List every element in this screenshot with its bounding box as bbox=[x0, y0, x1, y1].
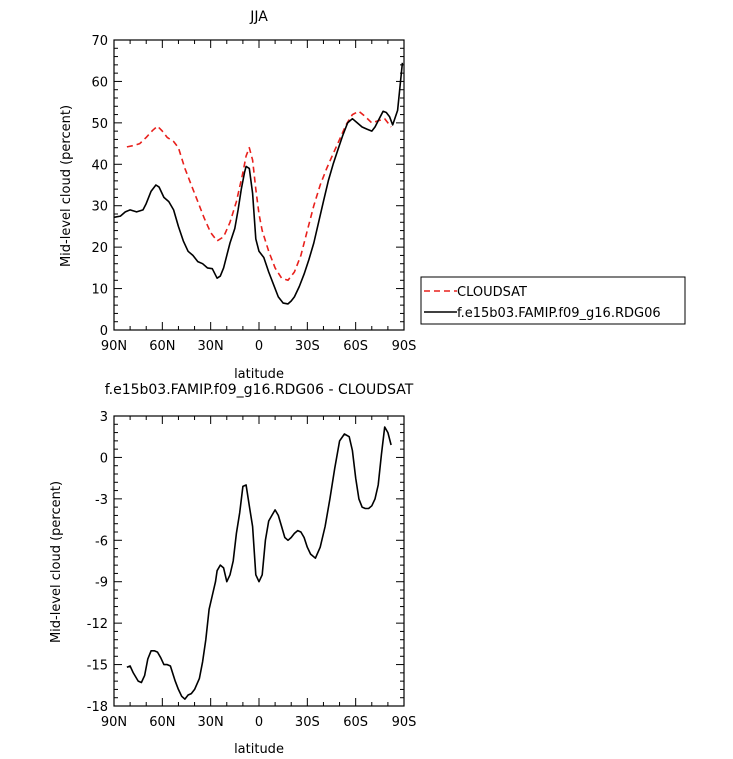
top-chart-title: JJA bbox=[249, 9, 268, 25]
top-y-tick-label: 60 bbox=[91, 75, 108, 90]
bottom-y-tick-label: 3 bbox=[100, 410, 108, 425]
bottom-plot-frame bbox=[113, 415, 405, 707]
bottom-x-tick-label: 30S bbox=[295, 715, 320, 730]
bottom-y-tick-label: -15 bbox=[87, 659, 108, 674]
bottom-x-tick-label: 60N bbox=[149, 715, 175, 730]
top-x-axis-label: latitude bbox=[234, 367, 284, 382]
top-y-tick-label: 40 bbox=[91, 158, 108, 173]
top-x-tick-label: 90N bbox=[101, 339, 127, 354]
legend-label-cloudsat: CLOUDSAT bbox=[457, 285, 527, 300]
panel-top: JJA 90N 60N 30N 0 30S 60S 90S 0 10 20 30 40 50 60 70 l… bbox=[59, 9, 686, 382]
bottom-y-tick-label: -6 bbox=[95, 534, 108, 549]
legend-frame bbox=[420, 276, 686, 325]
top-y-axis-label: Mid-level cloud (percent) bbox=[59, 105, 74, 267]
legend-label-model: f.e15b03.FAMIP.f09_g16.RDG06 bbox=[457, 306, 661, 321]
panel-bottom: f.e15b03.FAMIP.f09_g16.RDG06 - CLOUDSAT … bbox=[49, 382, 416, 757]
top-x-tick-label: 60S bbox=[343, 339, 368, 354]
bottom-chart-title: f.e15b03.FAMIP.f09_g16.RDG06 - CLOUDSAT bbox=[105, 382, 414, 398]
top-x-tick-label: 30N bbox=[198, 339, 224, 354]
bottom-series-line-0 bbox=[126, 426, 392, 700]
top-plot-frame bbox=[113, 39, 405, 331]
top-series-line-1 bbox=[113, 62, 404, 305]
bottom-x-tick-label: 90N bbox=[101, 715, 127, 730]
top-y-tick-label: 0 bbox=[100, 324, 108, 339]
top-x-tick-label: 30S bbox=[295, 339, 320, 354]
bottom-x-axis-label: latitude bbox=[234, 742, 284, 757]
top-x-tick-label: 0 bbox=[255, 339, 263, 354]
top-y-tick-label: 50 bbox=[91, 117, 108, 132]
bottom-x-tick-label: 30N bbox=[198, 715, 224, 730]
top-y-tick-label: 30 bbox=[91, 200, 108, 215]
bottom-y-tick-label: -9 bbox=[95, 576, 108, 591]
bottom-x-tick-label: 90S bbox=[392, 715, 417, 730]
bottom-y-tick-label: -12 bbox=[87, 617, 108, 632]
top-y-tick-label: 70 bbox=[91, 34, 108, 49]
bottom-x-tick-label: 0 bbox=[255, 715, 263, 730]
top-x-tick-label: 90S bbox=[392, 339, 417, 354]
legend: CLOUDSAT f.e15b03.FAMIP.f09_g16.RDG06 bbox=[420, 276, 686, 325]
top-y-tick-label: 20 bbox=[91, 241, 108, 256]
top-y-tick-label: 10 bbox=[91, 283, 108, 298]
bottom-x-tick-label: 60S bbox=[343, 715, 368, 730]
bottom-y-tick-label: -3 bbox=[95, 493, 108, 508]
top-series-line-0 bbox=[126, 110, 392, 282]
bottom-y-tick-label: 0 bbox=[100, 451, 108, 466]
top-x-tick-label: 60N bbox=[149, 339, 175, 354]
bottom-y-axis-label: Mid-level cloud (percent) bbox=[49, 481, 64, 643]
bottom-y-tick-label: -18 bbox=[87, 700, 108, 715]
